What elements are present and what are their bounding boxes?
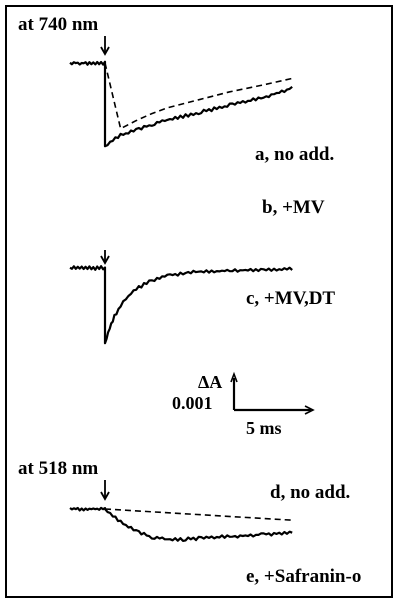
- trace-e: [69, 506, 293, 542]
- scale-bar-right-arrowhead: [304, 405, 315, 415]
- wavelength-label-518: at 518 nm: [18, 458, 98, 479]
- trace-label-c: c, +MV,DT: [246, 288, 335, 309]
- flash-arrow-740: [100, 36, 110, 56]
- trace-label-e: e, +Safranin-o: [246, 566, 361, 587]
- trace-c: [69, 265, 293, 345]
- trace-a-dashed: [104, 62, 293, 130]
- wavelength-label-740: at 740 nm: [18, 14, 98, 35]
- flash-arrow-518: [100, 480, 110, 501]
- figure-frame: [5, 5, 393, 598]
- trace-b: [69, 60, 293, 148]
- scale-bar-x-label: 5 ms: [246, 418, 282, 438]
- flash-arrow-head: [100, 46, 110, 56]
- trace-d-dashed: [104, 508, 293, 521]
- trace-layer: [69, 60, 293, 542]
- scale-bar-y-label: ΔA: [198, 372, 222, 392]
- trace-label-d: d, no add.: [270, 482, 350, 503]
- flash-arrow-head: [100, 255, 110, 265]
- flash-arrow-head: [100, 491, 110, 501]
- scale-bar-up-arrowhead: [230, 371, 238, 383]
- scale-bar-y-value: 0.001: [172, 393, 213, 413]
- trace-label-a: a, no add.: [255, 144, 334, 165]
- scale-bar: ΔA 0.001 5 ms: [172, 371, 315, 438]
- trace-label-b: b, +MV: [262, 197, 325, 218]
- flash-arrow-trace-c: [100, 250, 110, 265]
